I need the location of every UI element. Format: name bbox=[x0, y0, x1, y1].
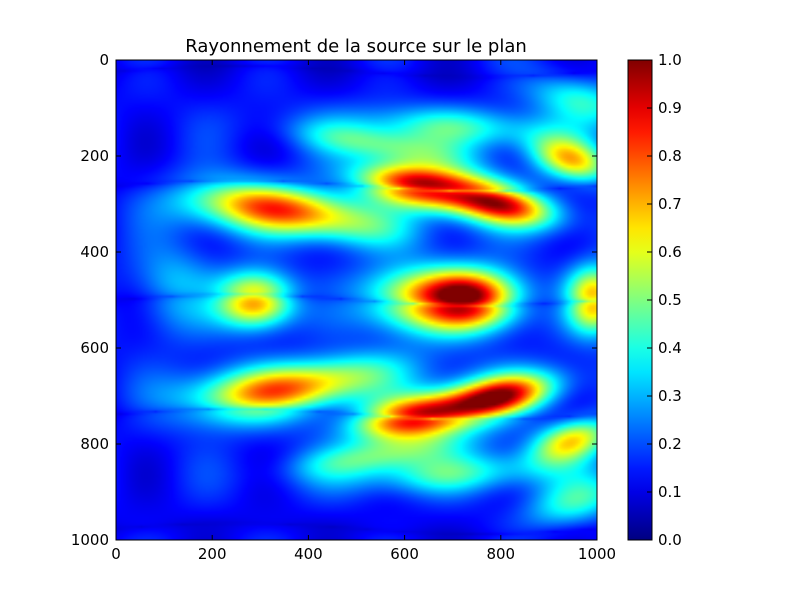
colorbar-tick-label: 0.6 bbox=[658, 243, 682, 261]
y-tick-label: 400 bbox=[80, 243, 109, 261]
heatmap-image bbox=[116, 60, 597, 540]
colorbar-tick-label: 1.0 bbox=[658, 51, 682, 69]
x-tick-label: 600 bbox=[390, 545, 419, 563]
x-axis: 0 200 400 600 800 1000 bbox=[111, 60, 616, 563]
x-tick-label: 400 bbox=[294, 545, 323, 563]
y-tick-label: 800 bbox=[80, 435, 109, 453]
colorbar-tick-label: 0.2 bbox=[658, 435, 682, 453]
y-tick-label: 200 bbox=[80, 147, 109, 165]
x-tick-label: 800 bbox=[486, 545, 515, 563]
colorbar-tick-label: 0.0 bbox=[658, 531, 682, 549]
y-tick-label: 0 bbox=[99, 51, 109, 69]
colorbar-tick-label: 0.1 bbox=[658, 483, 682, 501]
y-tick-label: 600 bbox=[80, 339, 109, 357]
colorbar-tick-label: 0.8 bbox=[658, 147, 682, 165]
colorbar-tick-label: 0.5 bbox=[658, 291, 682, 309]
colorbar-tick-label: 0.4 bbox=[658, 339, 682, 357]
heatmap-plot-area bbox=[116, 60, 597, 540]
y-tick-label: 1000 bbox=[71, 531, 109, 549]
colorbar-axis: 0.0 0.1 0.2 0.3 0.4 0.5 0.6 0.7 0.8 0.9 1.0 bbox=[647, 51, 682, 549]
colorbar-tick-label: 0.9 bbox=[658, 99, 682, 117]
x-tick-label: 0 bbox=[111, 545, 121, 563]
colorbar-tick-label: 0.3 bbox=[658, 387, 682, 405]
colorbar-tick-label: 0.7 bbox=[658, 195, 682, 213]
x-tick-label: 1000 bbox=[578, 545, 616, 563]
plot-frame bbox=[115, 59, 598, 541]
chart-title: Rayonnement de la source sur le plan bbox=[185, 36, 527, 57]
x-tick-label: 200 bbox=[198, 545, 227, 563]
y-axis: 0 200 400 600 800 1000 bbox=[71, 51, 597, 549]
